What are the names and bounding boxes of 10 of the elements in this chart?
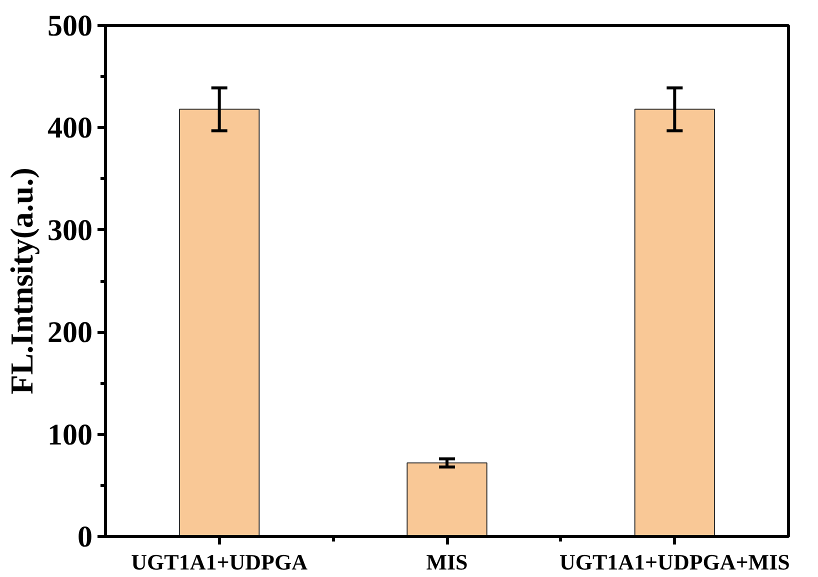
x-tick-label: UGT1A1+UDPGA	[131, 550, 308, 574]
y-tick-label: 100	[48, 418, 92, 452]
y-tick-label: 500	[48, 10, 92, 42]
y-tick-label: 400	[48, 112, 92, 145]
x-tick-label: UGT1A1+UDPGA+MIS	[559, 550, 790, 574]
y-axis-title: FL.Intnsity(a.u.)	[4, 168, 40, 394]
y-tick-label: 300	[48, 214, 92, 247]
x-tick-label: MIS	[426, 550, 468, 574]
y-tick-label: 200	[48, 316, 92, 350]
y-tick-label: 0	[78, 520, 92, 554]
